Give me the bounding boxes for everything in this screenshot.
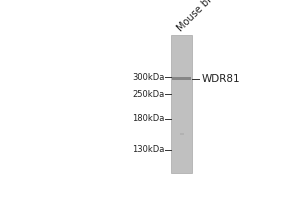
Text: 250kDa: 250kDa: [132, 90, 164, 99]
Text: Mouse brain: Mouse brain: [176, 0, 225, 33]
Text: 300kDa: 300kDa: [132, 73, 164, 82]
Text: 180kDa: 180kDa: [132, 114, 164, 123]
Text: WDR81: WDR81: [201, 74, 240, 84]
Bar: [171, 35, 192, 173]
Text: 130kDa: 130kDa: [132, 145, 164, 154]
Bar: [172, 77, 191, 80]
Bar: [180, 133, 184, 135]
